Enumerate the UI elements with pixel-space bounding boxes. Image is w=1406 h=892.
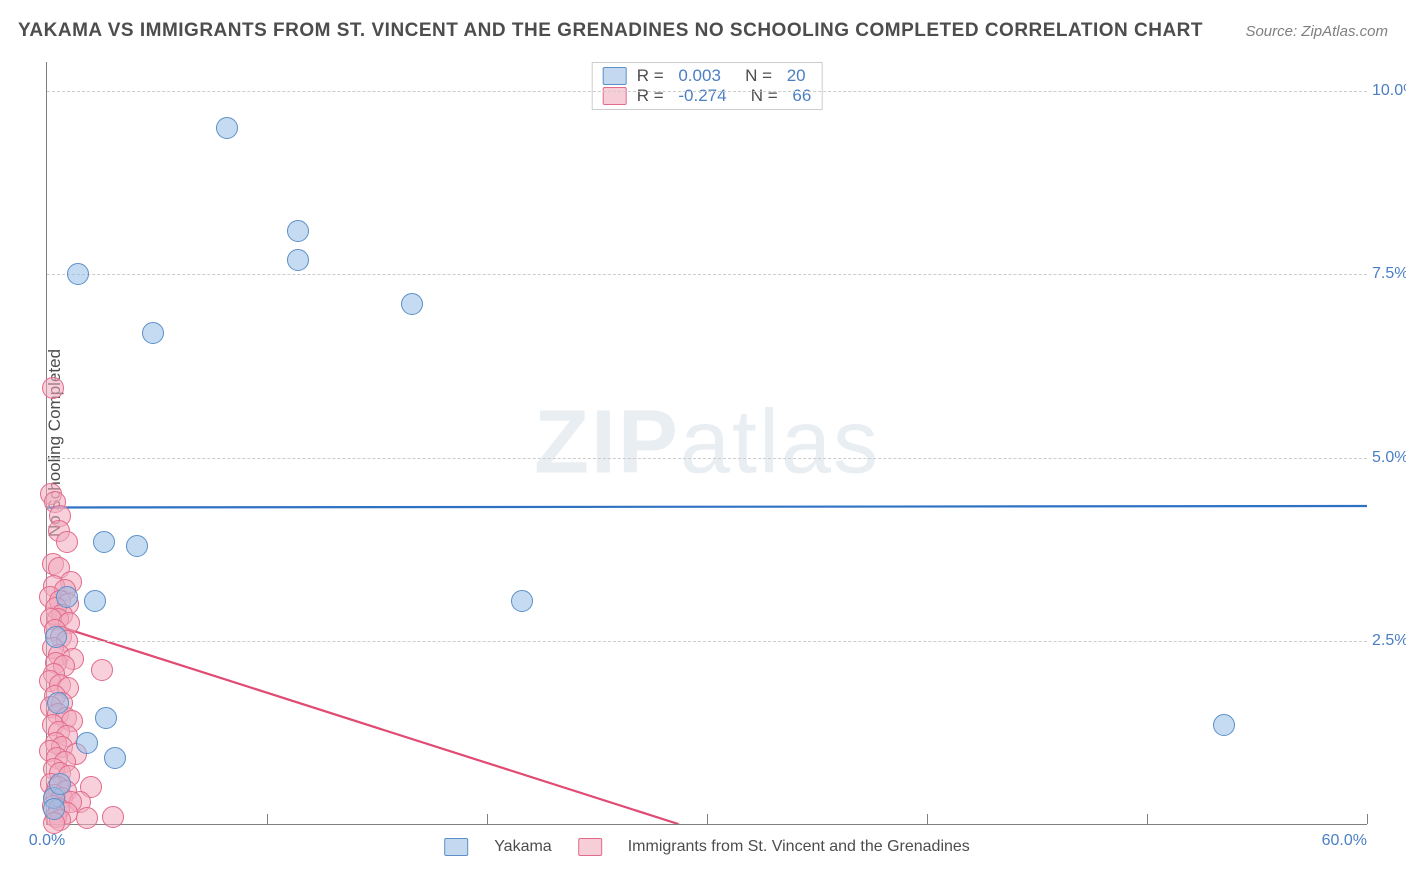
legend-label-b: Immigrants from St. Vincent and the Gren… [628,838,970,856]
data-point [56,531,78,553]
data-point [401,293,423,315]
gridline [47,641,1367,642]
legend-row-series-b: R = -0.274 N = 66 [603,86,812,106]
data-point [95,707,117,729]
data-point [511,590,533,612]
legend-row-series-a: R = 0.003 N = 20 [603,66,812,86]
data-point [91,659,113,681]
gridline [47,274,1367,275]
data-point [47,692,69,714]
data-point [287,249,309,271]
y-tick-label: 10.0% [1372,82,1406,100]
data-point [76,807,98,829]
x-tick [487,814,488,824]
data-point [102,806,124,828]
legend-label-a: Yakama [494,838,552,856]
data-point [287,220,309,242]
data-point [76,732,98,754]
data-point [49,773,71,795]
swatch-pink [578,838,602,856]
data-point [84,590,106,612]
gridline [47,458,1367,459]
stats-legend: R = 0.003 N = 20 R = -0.274 N = 66 [592,62,823,110]
swatch-pink [603,87,627,105]
data-point [43,798,65,820]
y-tick-label: 2.5% [1372,632,1406,650]
data-point [67,263,89,285]
y-tick-label: 7.5% [1372,265,1406,283]
swatch-blue [444,838,468,856]
source-label: Source: ZipAtlas.com [1245,23,1388,40]
x-tick [1367,814,1368,824]
x-tick-label: 60.0% [1322,832,1367,850]
data-point [104,747,126,769]
watermark: ZIPatlas [534,392,880,495]
data-point [1213,714,1235,736]
data-point [56,586,78,608]
data-point [142,322,164,344]
x-tick [267,814,268,824]
regression-line [47,623,678,824]
y-tick-label: 5.0% [1372,449,1406,467]
data-point [45,626,67,648]
regression-line [47,506,1367,507]
data-point [216,117,238,139]
x-tick [1147,814,1148,824]
data-point [126,535,148,557]
series-legend: Yakama Immigrants from St. Vincent and t… [444,838,970,856]
scatter-plot: No Schooling Completed ZIPatlas R = 0.00… [46,62,1367,825]
x-tick-label: 0.0% [29,832,65,850]
x-tick [707,814,708,824]
data-point [93,531,115,553]
swatch-blue [603,67,627,85]
x-tick [927,814,928,824]
chart-title: YAKAMA VS IMMIGRANTS FROM ST. VINCENT AN… [18,20,1203,42]
data-point [42,377,64,399]
gridline [47,91,1367,92]
